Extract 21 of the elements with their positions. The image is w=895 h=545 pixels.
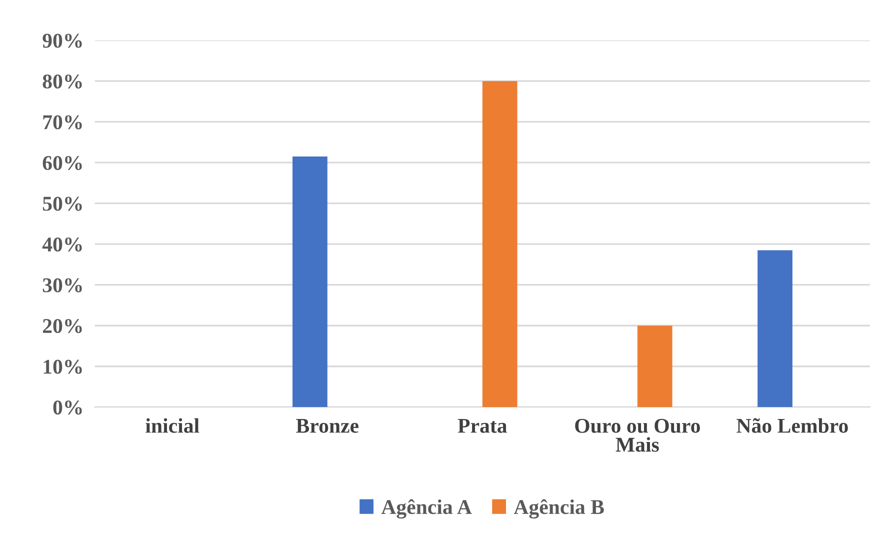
x-tick-label: Ouro ou Ouro Mais: [575, 418, 700, 452]
legend-label: Agência A: [381, 499, 472, 519]
y-tick-label: 60%: [42, 156, 82, 170]
y-tick-label: 90%: [42, 34, 82, 48]
y-tick-label: 50%: [42, 196, 82, 211]
y-tick-label: 0%: [53, 400, 82, 415]
y-tick-label: 70%: [43, 115, 82, 130]
y-tick-label: 30%: [42, 278, 82, 292]
y-tick-label: 40%: [42, 237, 82, 252]
y-tick-label: 10%: [44, 360, 82, 374]
x-tick-label: Prata: [458, 419, 507, 433]
bar: [482, 81, 518, 408]
y-tick-label: 80%: [42, 74, 82, 89]
bar: [758, 250, 792, 408]
bar: [292, 156, 328, 408]
bar: [637, 326, 672, 408]
x-tick-label: Bronze: [296, 419, 358, 433]
legend-label: Agência B: [514, 499, 604, 519]
x-tick-label: Não Lembro: [736, 418, 848, 433]
y-tick-label: 20%: [42, 318, 82, 334]
x-tick-label: inicial: [146, 418, 200, 433]
